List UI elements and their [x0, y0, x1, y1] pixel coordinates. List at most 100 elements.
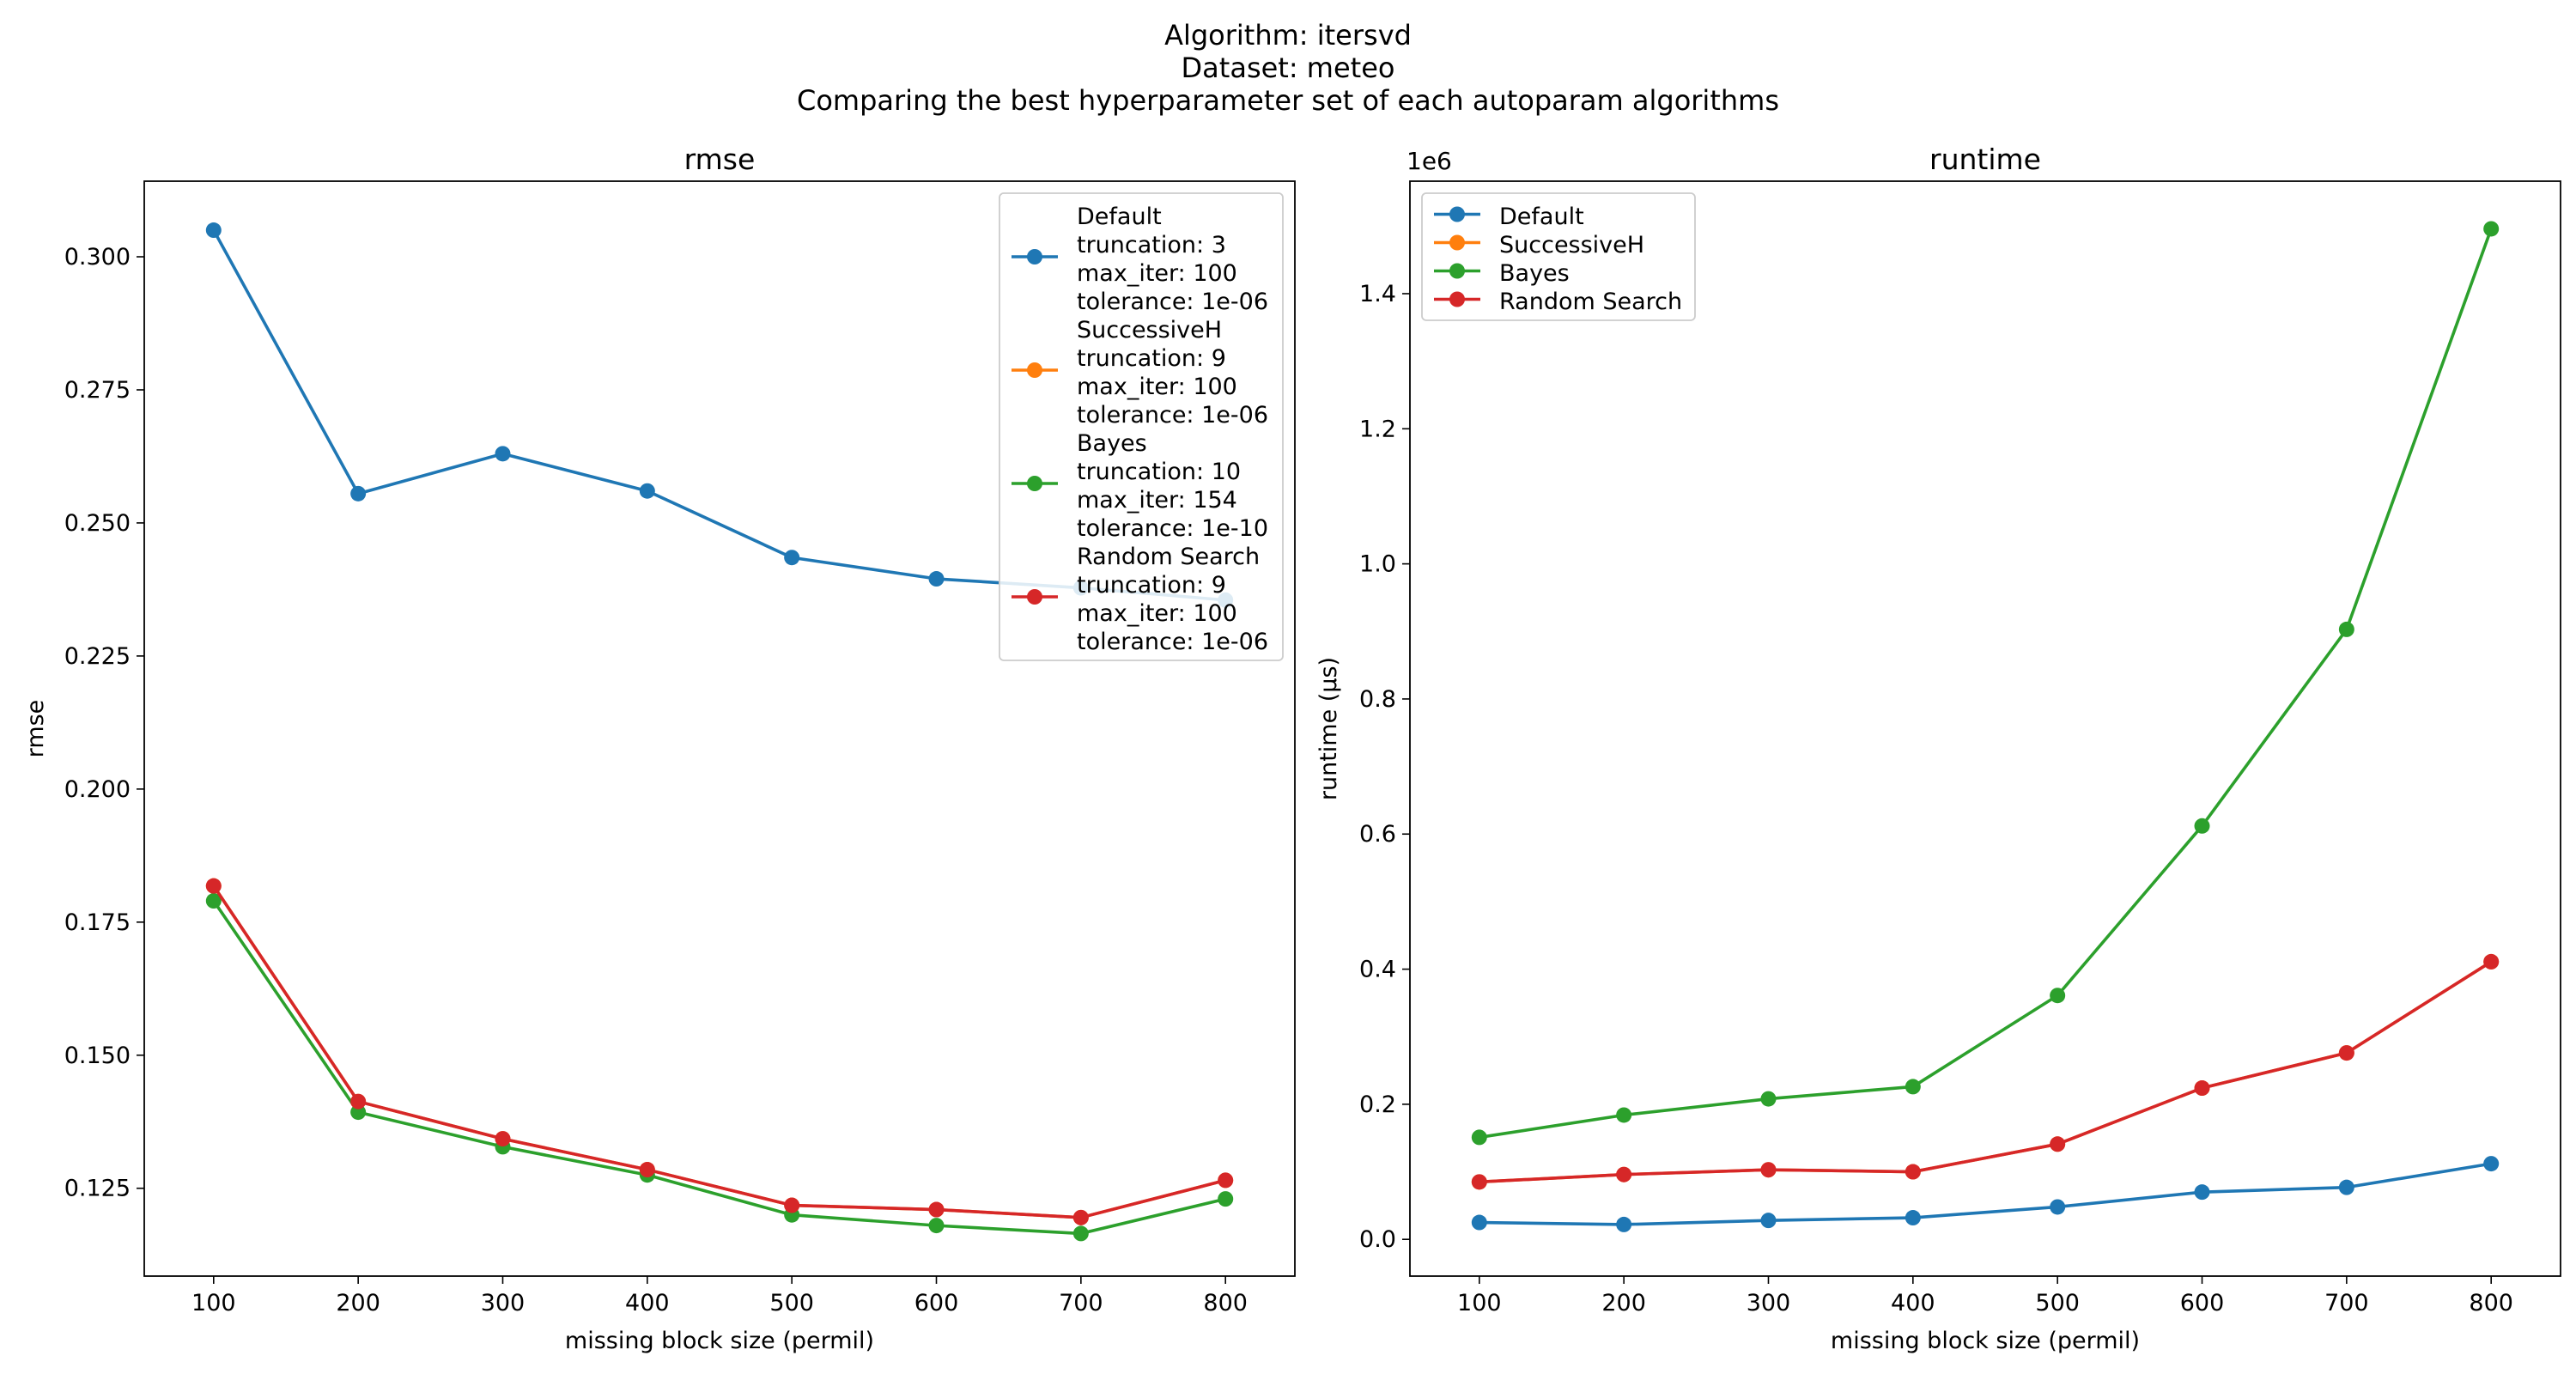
rmse-axes-frame [143, 180, 1296, 1277]
runtime-bayes-point [2050, 988, 2066, 1004]
runtime-random-search-point [2483, 953, 2500, 970]
rmse-y-tick-label: 0.225 [64, 643, 131, 670]
runtime-y-tick-label: 0.4 [1359, 957, 1396, 983]
runtime-legend-bayes-marker [1449, 263, 1465, 279]
runtime-y-axis-label: runtime (µs) [1315, 657, 1342, 800]
runtime-default-point [2338, 1179, 2354, 1195]
rmse-random-search-point [784, 1197, 800, 1213]
rmse-legend-default-label: truncation: 3 [1077, 232, 1226, 258]
runtime-successiveh-line [1479, 960, 2493, 1184]
rmse-legend-random-search-marker [1027, 589, 1042, 605]
rmse-x-tick-label: 400 [625, 1290, 670, 1316]
runtime-random-search-point [1471, 1174, 1487, 1190]
rmse-random-search-point [1072, 1209, 1089, 1225]
rmse-x-tick-label: 500 [769, 1290, 814, 1316]
rmse-bayes-point [928, 1218, 945, 1234]
rmse-legend-bayes-marker [1027, 476, 1042, 491]
runtime-axes-frame [1409, 180, 2561, 1277]
rmse-legend-default-label: max_iter: 100 [1077, 260, 1237, 287]
runtime-default-point [1760, 1213, 1777, 1229]
runtime-default-point [1616, 1216, 1632, 1232]
rmse-default-point [928, 571, 945, 587]
runtime-x-tick-label: 700 [2324, 1290, 2369, 1316]
rmse-legend-default-label: Default [1077, 204, 1162, 230]
rmse-legend-successiveh-marker [1027, 362, 1042, 378]
runtime-x-tick-label: 800 [2469, 1290, 2513, 1316]
rmse-random-search-point [350, 1093, 367, 1110]
rmse-default-point [784, 550, 800, 566]
rmse-x-tick-label: 800 [1203, 1290, 1248, 1316]
rmse-default-point [495, 446, 511, 462]
figure-title-description: Comparing the best hyperparameter set of… [797, 84, 1779, 117]
rmse-random-search-point [205, 878, 222, 894]
rmse-legend-bayes-label: Bayes [1077, 430, 1147, 457]
rmse-legend-random-search-label: max_iter: 100 [1077, 600, 1237, 627]
rmse-legend-box [999, 192, 1284, 661]
rmse-default-point [350, 485, 367, 502]
rmse-legend-successiveh-label: truncation: 9 [1077, 345, 1226, 372]
rmse-legend-random-search-label: Random Search [1077, 544, 1260, 570]
rmse-x-tick-label: 700 [1059, 1290, 1103, 1316]
runtime-y-tick-label: 0.0 [1359, 1226, 1396, 1253]
runtime-legend-default-marker [1449, 206, 1465, 222]
runtime-bayes-point [2483, 221, 2500, 237]
runtime-bayes-point [1905, 1079, 1921, 1095]
runtime-legend-box [1421, 192, 1696, 321]
rmse-y-tick-label: 0.275 [64, 377, 131, 404]
runtime-legend-successiveh-marker [1449, 234, 1465, 251]
runtime-bayes-point [2338, 621, 2354, 637]
runtime-random-search-point [2050, 1136, 2066, 1152]
runtime-legend-random-search-marker [1449, 291, 1465, 307]
runtime-random-search-point [2338, 1045, 2354, 1061]
runtime-offset-label: 1e6 [1406, 147, 1452, 175]
runtime-x-tick-label: 100 [1457, 1290, 1502, 1316]
runtime-default-point [1471, 1214, 1487, 1231]
rmse-successiveh-line [212, 885, 1226, 1219]
rmse-x-axis-label: missing block size (permil) [565, 1328, 874, 1354]
figure-title-algorithm: Algorithm: itersvd [1164, 19, 1412, 52]
runtime-bayes-point [1760, 1091, 1777, 1107]
runtime-title: runtime [1929, 143, 2041, 176]
runtime-x-tick-label: 500 [2035, 1290, 2080, 1316]
runtime-random-search-point [1905, 1164, 1921, 1180]
rmse-default-point [639, 483, 655, 499]
rmse-bayes-line [212, 900, 1226, 1236]
rmse-y-axis-label: rmse [22, 700, 49, 758]
runtime-bayes-point [2194, 818, 2210, 834]
runtime-bayes-point [1471, 1129, 1487, 1146]
rmse-y-tick-label: 0.250 [64, 510, 131, 537]
runtime-legend-random-search-label: Random Search [1499, 289, 1682, 315]
runtime-legend-bayes-label: Bayes [1499, 260, 1570, 287]
runtime-random-search-line [1479, 960, 2493, 1184]
rmse-y-tick-label: 0.175 [64, 909, 131, 936]
runtime-y-tick-label: 0.8 [1359, 686, 1396, 713]
rmse-y-tick-label: 0.150 [64, 1043, 131, 1069]
runtime-x-tick-label: 300 [1747, 1290, 1791, 1316]
runtime-y-tick-label: 1.4 [1359, 281, 1396, 307]
figure-title-dataset: Dataset: meteo [1181, 52, 1395, 84]
runtime-x-tick-label: 600 [2180, 1290, 2225, 1316]
runtime-default-point [2483, 1156, 2500, 1172]
rmse-bayes-point [350, 1104, 367, 1121]
rmse-legend-successiveh-label: max_iter: 100 [1077, 374, 1237, 400]
rmse-legend-default-label: tolerance: 1e-06 [1077, 289, 1268, 315]
runtime-random-search-point [2194, 1080, 2210, 1097]
rmse-bayes-point [1072, 1225, 1089, 1242]
runtime-x-tick-label: 200 [1601, 1290, 1646, 1316]
runtime-y-tick-label: 0.6 [1359, 821, 1396, 848]
runtime-legend-default-label: Default [1499, 204, 1584, 230]
runtime-bayes-line [1479, 228, 2493, 1140]
runtime-y-tick-label: 0.2 [1359, 1091, 1396, 1118]
runtime-default-point [2194, 1184, 2210, 1201]
rmse-bayes-point [205, 893, 222, 909]
runtime-default-line [1479, 1162, 2492, 1226]
rmse-x-tick-label: 100 [191, 1290, 236, 1316]
rmse-legend-successiveh-label: SuccessiveH [1077, 317, 1222, 344]
rmse-legend-random-search-label: truncation: 9 [1077, 572, 1226, 599]
runtime-x-axis-label: missing block size (permil) [1831, 1328, 2140, 1354]
rmse-legend-bayes-label: max_iter: 154 [1077, 487, 1237, 514]
